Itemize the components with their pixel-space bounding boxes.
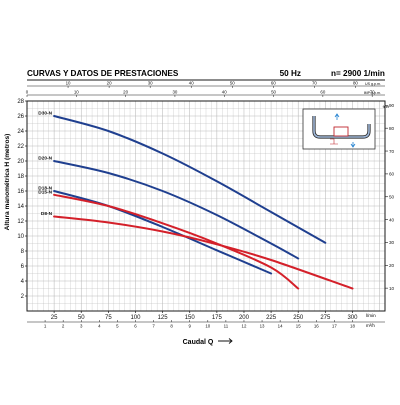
m3h-tick-label: 17 (332, 324, 337, 329)
series-line-d18-n (53, 190, 273, 275)
impgpm-tick-label: 20 (123, 90, 128, 95)
x-tick-label: 275 (320, 315, 331, 321)
y-right-tick-label: 70 (389, 149, 395, 154)
y-right-tick-label: 10 (389, 286, 395, 291)
impgpm-tick-label: 10 (74, 90, 79, 95)
usgpm-tick-label: 60 (271, 81, 276, 86)
y-right-tick-label: 30 (389, 240, 395, 245)
impgpm-tick-label: 40 (222, 90, 227, 95)
series-line-d8-n (53, 215, 354, 290)
chart-title: CURVAS Y DATOS DE PRESTACIONES (27, 69, 179, 78)
unit-top-usgpm: US g.p.m. (365, 82, 381, 86)
m3h-tick-label: 1 (44, 324, 47, 329)
y-tick-label: 16 (17, 189, 24, 195)
y-axis-title: Altura manométrica H (metros) (4, 134, 11, 231)
y-tick-label: 28 (17, 99, 24, 105)
y-tick-label: 14 (17, 204, 24, 210)
axes: 2468101214161820222426281020304050607080… (17, 81, 394, 329)
impgpm-tick-label: 60 (320, 90, 325, 95)
x-title-arrow (218, 338, 233, 344)
m3h-tick-label: 5 (116, 324, 119, 329)
m3h-tick-label: 11 (224, 324, 229, 329)
frequency-label: 50 Hz (280, 69, 301, 78)
y-right-tick-label: 50 (389, 195, 395, 200)
series-line-d15-n (53, 193, 300, 290)
x-tick-label: 200 (239, 315, 250, 321)
m3h-tick-label: 16 (314, 324, 319, 329)
usgpm-tick-label: 30 (148, 81, 153, 86)
series-label-d20-n: D20-N (38, 156, 52, 162)
m3h-tick-label: 8 (170, 324, 173, 329)
speed-label: n= 2900 1/min (331, 69, 385, 78)
m3h-tick-label: 13 (260, 324, 265, 329)
unit-top-impgpm: IMP g.p.m. (364, 91, 381, 95)
m3h-tick-label: 7 (152, 324, 155, 329)
x-tick-label: 75 (105, 315, 112, 321)
series-label-d8-n: D8-N (41, 211, 53, 217)
y-tick-label: 24 (17, 129, 24, 135)
m3h-tick-label: 6 (134, 324, 137, 329)
y-right-tick-label: 80 (389, 126, 395, 131)
m3h-tick-label: 12 (242, 324, 247, 329)
m3h-tick-label: 10 (205, 324, 210, 329)
y-right-tick-label: 90 (389, 103, 395, 108)
m3h-tick-label: 18 (350, 324, 355, 329)
m3h-tick-label: 14 (278, 324, 283, 329)
y-tick-label: 18 (17, 174, 24, 180)
usgpm-tick-label: 10 (66, 81, 71, 86)
m3h-tick-label: 15 (296, 324, 301, 329)
x-tick-label: 125 (158, 315, 169, 321)
impgpm-tick-label: 0 (26, 90, 29, 95)
usgpm-tick-label: 20 (107, 81, 112, 86)
y-tick-label: 6 (21, 264, 25, 270)
series-label-d18-n: D18-N (38, 186, 52, 192)
y-tick-label: 10 (17, 234, 24, 240)
series-line-d20-n (53, 160, 300, 260)
x-tick-label: 225 (266, 315, 277, 321)
usgpm-tick-label: 50 (230, 81, 235, 86)
x-tick-label: 175 (212, 315, 223, 321)
x-tick-label: 300 (347, 315, 358, 321)
usgpm-tick-label: 40 (189, 81, 194, 86)
series-label-d30-n: D30-N (38, 111, 52, 117)
unit-bottom-m3h: m³/h (366, 323, 375, 328)
m3h-tick-label: 4 (98, 324, 101, 329)
x-tick-label: 25 (51, 315, 58, 321)
series-label-d15-n: D15-N (38, 189, 52, 195)
y-tick-label: 20 (17, 159, 24, 165)
x-tick-label: 250 (293, 315, 304, 321)
x-tick-label: 100 (130, 315, 141, 321)
x-axis-title: Caudal Q (183, 339, 214, 346)
impgpm-tick-label: 70 (370, 90, 375, 95)
unit-bottom-lmin: l/min (366, 313, 376, 318)
y-tick-label: 8 (21, 249, 25, 255)
m3h-tick-label: 3 (80, 324, 83, 329)
y-tick-label: 26 (17, 114, 24, 120)
pump-installation-icon (302, 108, 376, 150)
usgpm-tick-label: 80 (353, 81, 358, 86)
impgpm-tick-label: 30 (172, 90, 177, 95)
impgpm-tick-label: 50 (271, 90, 276, 95)
y-tick-label: 22 (17, 144, 24, 150)
usgpm-tick-label: 70 (312, 81, 317, 86)
m3h-tick-label: 2 (62, 324, 65, 329)
y-right-tick-label: 20 (389, 263, 395, 268)
y-right-tick-label: 40 (389, 217, 395, 222)
y-tick-label: 4 (21, 279, 25, 285)
y-tick-label: 12 (17, 219, 24, 225)
m3h-tick-label: 9 (189, 324, 192, 329)
y-tick-label: 2 (21, 294, 25, 300)
series-line-d30-n (53, 115, 327, 244)
series-lines (53, 115, 354, 290)
x-tick-label: 50 (78, 315, 85, 321)
x-tick-label: 150 (185, 315, 196, 321)
y-right-tick-label: 60 (389, 172, 395, 177)
unit-right-feet: feet (383, 105, 390, 109)
